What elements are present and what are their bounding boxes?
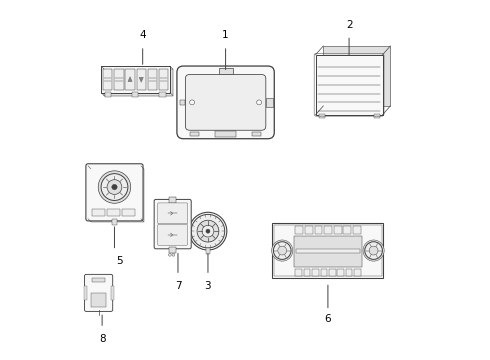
FancyBboxPatch shape	[158, 203, 188, 224]
Text: 1: 1	[222, 30, 229, 40]
Bar	[219, 68, 233, 74]
Bar	[305, 226, 313, 234]
Bar	[295, 226, 303, 234]
Bar	[353, 226, 361, 234]
Bar	[266, 98, 272, 107]
Bar	[169, 247, 176, 253]
Bar	[92, 209, 105, 216]
Bar	[343, 226, 351, 234]
Bar	[338, 269, 344, 276]
Bar	[312, 269, 319, 276]
Bar	[169, 197, 176, 203]
Bar	[374, 114, 380, 118]
Bar	[296, 249, 360, 253]
Text: 8: 8	[99, 334, 105, 344]
Bar	[346, 269, 352, 276]
FancyBboxPatch shape	[177, 66, 274, 139]
Bar	[206, 248, 210, 253]
Circle shape	[191, 215, 225, 248]
Polygon shape	[128, 77, 132, 82]
Text: 6: 6	[324, 314, 331, 324]
Bar	[91, 169, 144, 222]
Circle shape	[107, 180, 122, 194]
Bar	[294, 235, 362, 267]
Circle shape	[202, 225, 214, 237]
Circle shape	[278, 246, 287, 255]
FancyBboxPatch shape	[86, 164, 143, 221]
Bar	[316, 55, 383, 115]
Text: 2: 2	[346, 20, 352, 30]
Bar	[125, 69, 135, 90]
Circle shape	[197, 220, 219, 242]
Bar	[122, 209, 135, 216]
Bar	[323, 46, 391, 106]
Bar	[319, 114, 325, 118]
Circle shape	[169, 253, 171, 256]
Bar	[107, 209, 120, 216]
Bar	[137, 69, 146, 90]
FancyBboxPatch shape	[185, 75, 266, 130]
Text: 4: 4	[139, 30, 146, 40]
Circle shape	[206, 229, 210, 233]
Bar	[93, 278, 105, 283]
Bar	[159, 69, 168, 90]
Circle shape	[112, 184, 117, 190]
Circle shape	[363, 240, 384, 261]
Bar	[103, 69, 112, 90]
Circle shape	[189, 212, 227, 250]
Bar	[132, 92, 139, 97]
Bar	[272, 223, 384, 278]
Circle shape	[271, 240, 293, 261]
Circle shape	[190, 100, 195, 105]
Bar	[329, 269, 336, 276]
Circle shape	[365, 242, 382, 259]
Circle shape	[98, 171, 131, 203]
Bar	[101, 66, 170, 93]
Circle shape	[369, 246, 378, 255]
Bar	[112, 219, 117, 225]
Bar	[324, 226, 332, 234]
Bar	[114, 69, 123, 90]
Bar	[111, 286, 114, 300]
Bar	[334, 226, 342, 234]
Bar	[252, 132, 261, 136]
FancyBboxPatch shape	[84, 274, 113, 311]
Bar	[354, 269, 361, 276]
Bar	[91, 293, 106, 307]
Polygon shape	[139, 77, 144, 82]
Bar	[105, 92, 111, 97]
Circle shape	[101, 174, 128, 201]
Bar	[215, 131, 236, 136]
Text: 3: 3	[205, 281, 211, 291]
Circle shape	[172, 253, 175, 256]
FancyBboxPatch shape	[158, 224, 188, 245]
Text: 7: 7	[174, 281, 181, 291]
Circle shape	[273, 242, 291, 259]
Bar	[104, 69, 173, 95]
Bar	[84, 286, 87, 300]
FancyBboxPatch shape	[154, 199, 191, 249]
Bar	[147, 69, 157, 90]
Bar	[304, 269, 310, 276]
Circle shape	[257, 100, 262, 105]
Text: 5: 5	[117, 256, 123, 266]
Bar	[180, 100, 185, 105]
Bar	[190, 132, 199, 136]
Bar	[159, 92, 166, 97]
Bar	[320, 269, 327, 276]
Bar	[274, 225, 382, 276]
Bar	[295, 269, 302, 276]
Bar	[315, 226, 322, 234]
